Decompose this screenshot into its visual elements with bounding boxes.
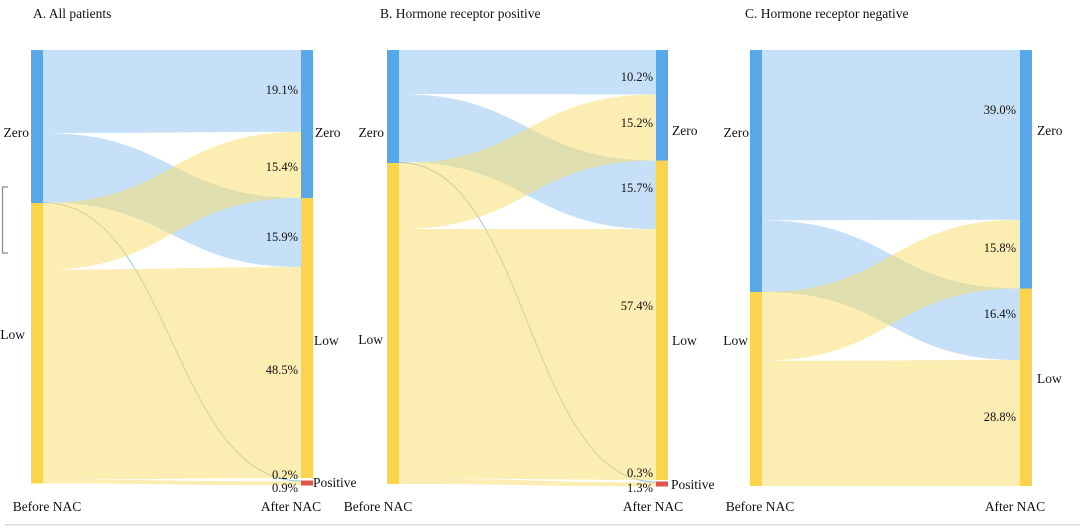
panel-c-flow-label-low-zero: 15.8% <box>983 241 1016 255</box>
cropped-edge-artifact <box>1 186 8 254</box>
node-a-after-zero <box>301 50 313 198</box>
panel-c-flow-label-zero-zero: 39.0% <box>983 103 1016 117</box>
panel-b-flow-label-zero-low: 15.7% <box>620 181 653 195</box>
panel-a-flow-label-zero-low: 15.9% <box>265 230 298 244</box>
panel-c-flow-label-zero-low: 16.4% <box>983 307 1016 321</box>
flow-c-low-low <box>762 360 1020 486</box>
panel-b-node-label-before-zero: Zero <box>358 125 384 140</box>
flow-b-low-positive <box>399 478 656 487</box>
panel-a-node-label-before-zero: Zero <box>3 125 29 140</box>
node-b-after-zero <box>656 50 668 161</box>
node-b-before-zero <box>387 50 399 163</box>
flow-a-zero-zero <box>43 50 301 134</box>
panel-b-node-label-after-positive: Positive <box>671 477 715 492</box>
panel-a-node-label-before-low: Low <box>0 327 25 342</box>
panel-a-node-label-after-low: Low <box>314 333 339 348</box>
node-c-before-zero <box>750 50 762 292</box>
panel-c-flow-label-low-low: 28.8% <box>983 410 1016 424</box>
panel-c-axis-before-nac: Before NAC <box>725 499 795 514</box>
panel-b-flow-label-zero-positive: 0.3% <box>626 466 653 480</box>
panel-c-node-label-after-low: Low <box>1037 371 1062 386</box>
panel-c-node-label-before-low: Low <box>723 333 748 348</box>
panel-a-axis-after-nac: After NAC <box>260 499 322 514</box>
flow-a-low-positive <box>43 479 301 486</box>
panel-b-node-label-after-zero: Zero <box>672 123 698 138</box>
node-b-after-low <box>656 160 668 480</box>
panel-b-axis-before-nac: Before NAC <box>343 499 413 514</box>
panel-c-title: C. Hormone receptor negative <box>745 6 909 21</box>
panel-a-flow-label-low-positive: 0.9% <box>271 481 298 495</box>
panel-b-flow-label-low-zero: 15.2% <box>620 116 653 130</box>
panel-c-axis-after-nac: After NAC <box>984 499 1046 514</box>
panel-b-title: B. Hormone receptor positive <box>380 6 541 21</box>
flow-c-low-zero <box>762 219 1020 361</box>
flow-a-low-zero <box>43 131 301 270</box>
panel-c-node-label-before-zero: Zero <box>723 125 749 140</box>
panel-a-node-label-after-zero: Zero <box>315 125 341 140</box>
node-c-after-low <box>1020 288 1032 486</box>
node-a-after-low <box>301 198 313 478</box>
panel-b-flow-label-low-low: 57.4% <box>620 299 653 313</box>
node-b-after-positive <box>656 481 668 487</box>
node-a-before-low <box>31 203 43 484</box>
panel-b-axis-after-nac: After NAC <box>622 499 684 514</box>
flow-b-low-zero <box>399 94 656 230</box>
flow-b-low-low <box>399 229 656 480</box>
panel-b-node-label-before-low: Low <box>358 332 383 347</box>
panel-a-flow-label-low-zero: 15.4% <box>265 160 298 174</box>
flow-b-zero-zero <box>399 50 656 95</box>
node-c-after-zero <box>1020 50 1032 289</box>
flow-a-low-low <box>43 267 301 480</box>
panel-b-flow-label-zero-zero: 10.2% <box>620 70 653 84</box>
node-b-before-low <box>387 163 399 484</box>
node-a-before-zero <box>31 50 43 203</box>
panel-b-node-label-after-low: Low <box>672 333 697 348</box>
panel-a-flow-label-low-low: 48.5% <box>265 363 298 377</box>
panel-c-node-label-after-zero: Zero <box>1037 123 1063 138</box>
panel-a-title: A. All patients <box>33 6 112 21</box>
bottom-rule <box>5 524 1080 526</box>
panel-a-flow-label-zero-positive: 0.2% <box>271 468 298 482</box>
panel-a-flow-label-zero-zero: 19.1% <box>265 83 298 97</box>
panel-a-node-label-after-positive: Positive <box>313 475 357 490</box>
node-c-before-low <box>750 292 762 486</box>
panel-b-flow-label-low-positive: 1.3% <box>626 481 653 495</box>
flow-c-zero-zero <box>762 50 1020 221</box>
panel-a-axis-before-nac: Before NAC <box>12 499 82 514</box>
node-a-after-positive <box>301 480 313 486</box>
